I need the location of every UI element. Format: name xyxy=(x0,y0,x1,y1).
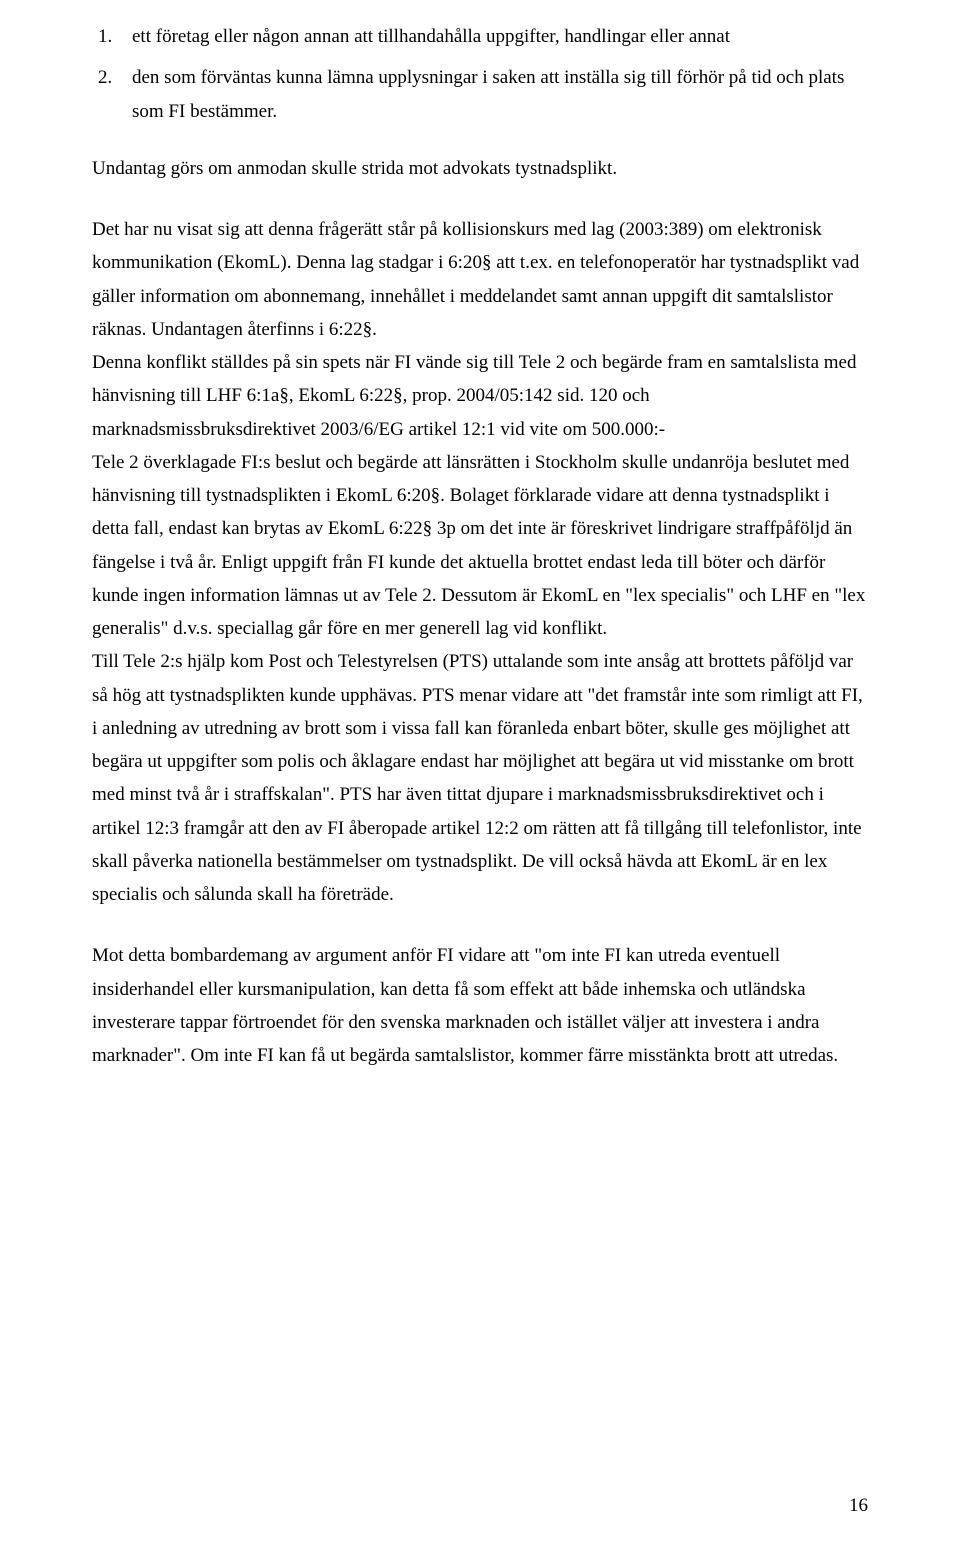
ordered-list: 1. ett företag eller någon annan att til… xyxy=(92,20,868,128)
document-page: 1. ett företag eller någon annan att til… xyxy=(0,0,960,1543)
list-text: ett företag eller någon annan att tillha… xyxy=(132,20,868,53)
list-marker: 2. xyxy=(92,61,132,94)
paragraph: Mot detta bombardemang av argument anför… xyxy=(92,939,868,1072)
list-item: 1. ett företag eller någon annan att til… xyxy=(92,20,868,53)
list-item: 2. den som förväntas kunna lämna upplysn… xyxy=(92,61,868,128)
paragraph: Till Tele 2:s hjälp kom Post och Telesty… xyxy=(92,645,868,911)
paragraph: Det har nu visat sig att denna frågerätt… xyxy=(92,213,868,346)
list-marker: 1. xyxy=(92,20,132,53)
list-text: den som förväntas kunna lämna upplysning… xyxy=(132,61,868,128)
page-number: 16 xyxy=(849,1495,868,1517)
paragraph: Tele 2 överklagade FI:s beslut och begär… xyxy=(92,446,868,646)
paragraph: Denna konflikt ställdes på sin spets när… xyxy=(92,346,868,446)
paragraph: Undantag görs om anmodan skulle strida m… xyxy=(92,152,868,185)
